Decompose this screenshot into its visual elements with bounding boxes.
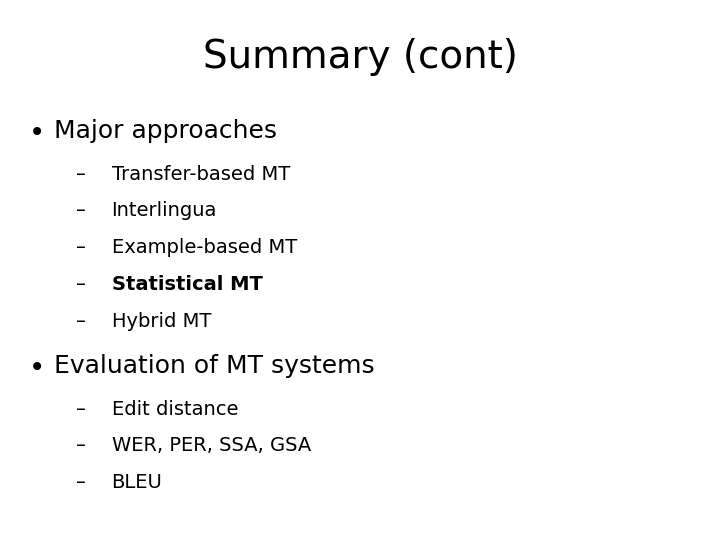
- Text: –: –: [76, 238, 86, 257]
- Text: –: –: [76, 312, 86, 330]
- Text: •: •: [29, 119, 45, 147]
- Text: –: –: [76, 275, 86, 294]
- Text: BLEU: BLEU: [112, 473, 163, 492]
- Text: Hybrid MT: Hybrid MT: [112, 312, 211, 330]
- Text: •: •: [29, 354, 45, 382]
- Text: –: –: [76, 165, 86, 184]
- Text: Major approaches: Major approaches: [54, 119, 277, 143]
- Text: Example-based MT: Example-based MT: [112, 238, 297, 257]
- Text: –: –: [76, 400, 86, 419]
- Text: Interlingua: Interlingua: [112, 201, 217, 220]
- Text: Transfer-based MT: Transfer-based MT: [112, 165, 290, 184]
- Text: –: –: [76, 201, 86, 220]
- Text: –: –: [76, 436, 86, 455]
- Text: Evaluation of MT systems: Evaluation of MT systems: [54, 354, 374, 377]
- Text: Summary (cont): Summary (cont): [202, 38, 518, 76]
- Text: Edit distance: Edit distance: [112, 400, 238, 419]
- Text: Statistical MT: Statistical MT: [112, 275, 263, 294]
- Text: WER, PER, SSA, GSA: WER, PER, SSA, GSA: [112, 436, 311, 455]
- Text: –: –: [76, 473, 86, 492]
